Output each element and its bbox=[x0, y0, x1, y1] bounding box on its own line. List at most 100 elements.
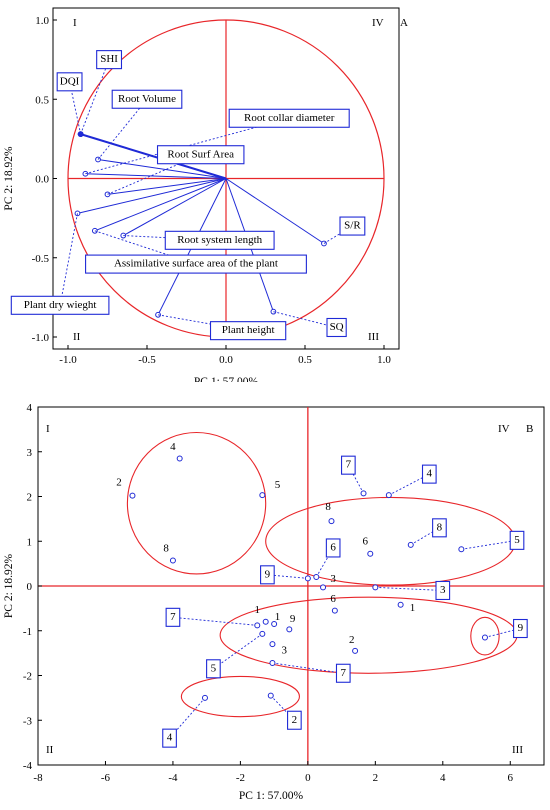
variable-label: Root system length bbox=[177, 234, 262, 246]
point-label-group: 8 bbox=[432, 518, 447, 538]
point-label: 6 bbox=[330, 593, 336, 605]
score-point bbox=[407, 541, 414, 548]
point-label: 5 bbox=[275, 479, 281, 491]
score-point bbox=[313, 574, 320, 581]
variable-label-group: Root system length bbox=[164, 230, 275, 250]
variable-label-group: Root collar diameter bbox=[228, 108, 350, 128]
panel-label: A bbox=[400, 17, 408, 29]
panel-label: B bbox=[526, 423, 533, 435]
cluster-ellipse bbox=[126, 431, 267, 575]
loading-vector bbox=[107, 178, 227, 195]
score-point bbox=[320, 584, 327, 591]
score-point bbox=[397, 601, 404, 608]
point-label-box bbox=[432, 518, 447, 538]
y-tick-label: 4 bbox=[27, 402, 33, 414]
x-tick-label: 2 bbox=[373, 772, 379, 784]
point-label: 1 bbox=[255, 604, 261, 616]
x-tick-label: 0.0 bbox=[219, 354, 233, 366]
point-label-box bbox=[260, 565, 275, 585]
y-tick-label: -3 bbox=[23, 715, 33, 727]
point-label-box bbox=[335, 663, 351, 683]
y-tick-label: 1 bbox=[27, 536, 33, 548]
leader-line bbox=[410, 527, 440, 546]
point-label-group: 5 bbox=[206, 659, 221, 679]
point-label-group: 9 bbox=[513, 618, 528, 639]
score-point bbox=[271, 621, 278, 628]
y-tick-label: -4 bbox=[23, 760, 33, 772]
variable-label-group: DQI bbox=[56, 72, 83, 92]
score-point bbox=[385, 492, 392, 499]
point-label: 9 bbox=[265, 568, 271, 580]
quadrant-label-tr: IV bbox=[498, 423, 510, 435]
variable-label: Root Surf Area bbox=[167, 148, 234, 160]
quadrant-label-br: III bbox=[368, 331, 379, 343]
point-label-box bbox=[162, 728, 177, 748]
pca-loading-plot: -1.0 -0.5 0.0 0.5 1.0 1.0 0.5 0.0 -0.5 -1.0 PC 1: … bbox=[3, 7, 408, 382]
point-label-box bbox=[513, 618, 528, 639]
quadrant-label-bl: II bbox=[73, 331, 81, 343]
variable-label-box bbox=[339, 216, 366, 236]
y-tick-label: 3 bbox=[27, 447, 33, 459]
x-tick-label: 1.0 bbox=[377, 354, 391, 366]
loading-vector bbox=[225, 178, 325, 244]
point-label-box bbox=[287, 710, 302, 730]
point-label: 4 bbox=[427, 468, 433, 480]
x-axis-label: PC 1: 57.00% bbox=[194, 376, 259, 382]
pca-score-plot: -8 -6 -4 -2 0 2 4 6 4 3 2 1 0 -1 -2 -3 -4 PC 1: 57.00% PC … bbox=[3, 402, 545, 802]
leader-line bbox=[461, 539, 518, 550]
point-label: 1 bbox=[410, 602, 416, 614]
quadrant-label-tl: I bbox=[73, 17, 77, 29]
point-label: 3 bbox=[330, 573, 336, 585]
point-label-group: 5 bbox=[509, 530, 525, 550]
variable-label-group: Root Volume bbox=[111, 89, 183, 109]
point-label-group: 7 bbox=[340, 455, 356, 475]
point-label-group: 7 bbox=[335, 663, 351, 683]
leader-line bbox=[273, 311, 337, 328]
variable-label-box bbox=[96, 50, 123, 70]
variable-label: SQ bbox=[330, 321, 344, 333]
x-tick-label: -2 bbox=[236, 772, 245, 784]
variable-label-box bbox=[111, 89, 183, 109]
score-point bbox=[286, 626, 293, 633]
variable-label-box bbox=[85, 254, 307, 274]
x-tick-label: -0.5 bbox=[138, 354, 156, 366]
y-axis-label: PC 2: 18.92% bbox=[3, 553, 15, 618]
point-label: 2 bbox=[349, 634, 355, 646]
y-tick-label: 0 bbox=[27, 581, 33, 593]
variable-label-box bbox=[209, 321, 287, 341]
point-label: 8 bbox=[325, 501, 331, 513]
loading-vector bbox=[94, 178, 227, 232]
highlight-point bbox=[77, 131, 84, 137]
point-label-group: 4 bbox=[421, 464, 437, 484]
leader-line bbox=[97, 98, 148, 160]
variable-label-group: Assimilative surface area of the plant bbox=[85, 254, 307, 274]
variable-label: S/R bbox=[344, 220, 361, 232]
score-point bbox=[169, 557, 176, 564]
variable-label-group: Root Surf Area bbox=[156, 145, 245, 165]
score-point bbox=[331, 607, 338, 614]
variable-label-box bbox=[228, 108, 350, 128]
score-point bbox=[259, 630, 266, 637]
point-label: 7 bbox=[170, 611, 176, 623]
x-tick-label: -6 bbox=[101, 772, 111, 784]
point-label-group: 7 bbox=[165, 607, 181, 627]
score-point bbox=[259, 492, 266, 499]
point-label-box bbox=[325, 538, 341, 558]
quadrant-label-tr: IV bbox=[372, 17, 384, 29]
point-label: 7 bbox=[341, 667, 347, 679]
point-label-box bbox=[340, 455, 356, 475]
score-point bbox=[269, 641, 276, 648]
point-label: 7 bbox=[346, 459, 352, 471]
loading-point bbox=[321, 240, 327, 247]
point-label: 6 bbox=[330, 541, 336, 553]
point-label: 8 bbox=[437, 521, 443, 533]
score-point bbox=[269, 659, 276, 666]
variable-label: DQI bbox=[60, 75, 80, 87]
y-tick-label: -1 bbox=[23, 626, 32, 638]
point-label: 1 bbox=[275, 611, 281, 623]
point-label: 5 bbox=[211, 662, 217, 674]
y-tick-label: 0.0 bbox=[35, 174, 49, 186]
y-tick-label: -0.5 bbox=[32, 253, 50, 265]
variable-label-group: S/R bbox=[339, 216, 366, 236]
leader-line bbox=[80, 59, 110, 135]
